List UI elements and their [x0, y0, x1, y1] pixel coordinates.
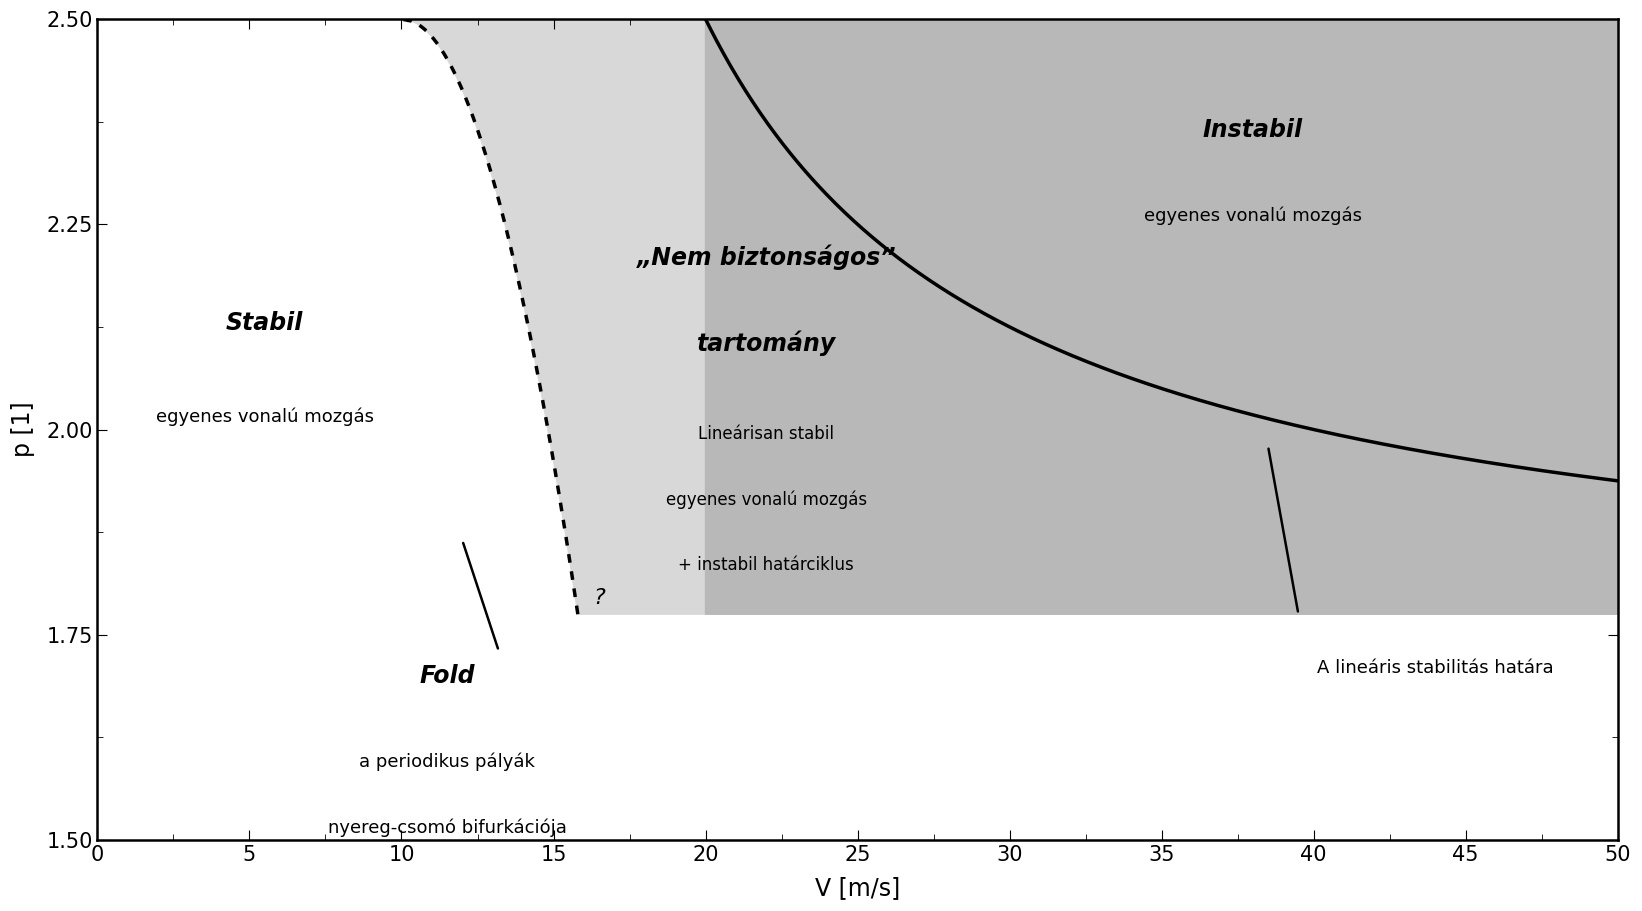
Text: Lineárisan stabil: Lineárisan stabil: [698, 425, 834, 443]
Text: Fold: Fold: [419, 664, 475, 688]
Text: nyereg-csomó bifurkációja: nyereg-csomó bifurkációja: [328, 818, 566, 837]
Text: + instabil határciklus: + instabil határciklus: [678, 556, 854, 574]
Text: „Nem biztonságos”: „Nem biztonságos”: [637, 244, 897, 270]
Text: Stabil: Stabil: [227, 311, 304, 335]
Polygon shape: [706, 19, 1617, 614]
Text: A lineáris stabilitás határa: A lineáris stabilitás határa: [1317, 659, 1553, 677]
Polygon shape: [402, 19, 1617, 614]
Text: egyenes vonalú mozgás: egyenes vonalú mozgás: [156, 408, 374, 426]
Text: ?: ?: [593, 588, 604, 608]
Text: egyenes vonalú mozgás: egyenes vonalú mozgás: [665, 490, 867, 508]
Polygon shape: [706, 19, 1617, 481]
Text: a periodikus pályák: a periodikus pályák: [360, 752, 535, 772]
Y-axis label: p [1]: p [1]: [11, 402, 34, 457]
X-axis label: V [m/s]: V [m/s]: [814, 875, 900, 900]
Text: tartomány: tartomány: [696, 331, 836, 356]
Text: Instabil: Instabil: [1202, 118, 1302, 142]
Text: egyenes vonalú mozgás: egyenes vonalú mozgás: [1144, 207, 1361, 225]
